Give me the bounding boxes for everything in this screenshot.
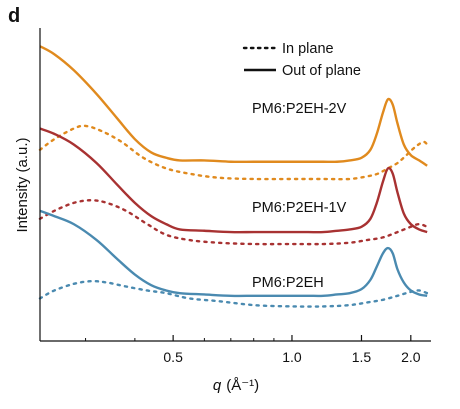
series-out-of-plane-pm6-p2eh-2v xyxy=(39,45,428,167)
x-axis-title: q (Å⁻¹) xyxy=(213,377,259,394)
legend-in-plane-label: In plane xyxy=(282,41,334,57)
y-axis-title: Intensity (a.u.) xyxy=(14,137,31,232)
x-axis-title-unit: (Å⁻¹) xyxy=(226,377,259,394)
series-in-plane-pm6-p2eh xyxy=(38,279,429,308)
series-label-p2eh-2v: PM6:P2EH-2V xyxy=(252,101,347,117)
series-in-plane-pm6-p2eh-1v xyxy=(38,199,429,246)
series-label-p2eh-1v: PM6:P2EH-1V xyxy=(252,200,347,216)
legend-out-of-plane-label: Out of plane xyxy=(282,63,361,79)
x-tick-label: 2.0 xyxy=(401,349,421,365)
x-tick-label: 1.0 xyxy=(282,349,302,365)
panel-label: d xyxy=(8,5,20,27)
plot-area xyxy=(38,45,429,308)
x-ticks: 0.5 1.0 1.5 2.0 xyxy=(85,335,421,365)
x-tick-label: 0.5 xyxy=(163,349,183,365)
legend: In plane Out of plane xyxy=(242,41,361,79)
series-out-of-plane-pm6-p2eh xyxy=(39,209,428,298)
series-label-p2eh: PM6:P2EH xyxy=(252,275,324,291)
series-in-plane-pm6-p2eh-2v xyxy=(38,124,429,181)
x-axis-title-variable: q xyxy=(213,377,222,394)
series-out-of-plane-pm6-p2eh-1v xyxy=(39,127,428,234)
x-tick-label: 1.5 xyxy=(352,349,372,365)
